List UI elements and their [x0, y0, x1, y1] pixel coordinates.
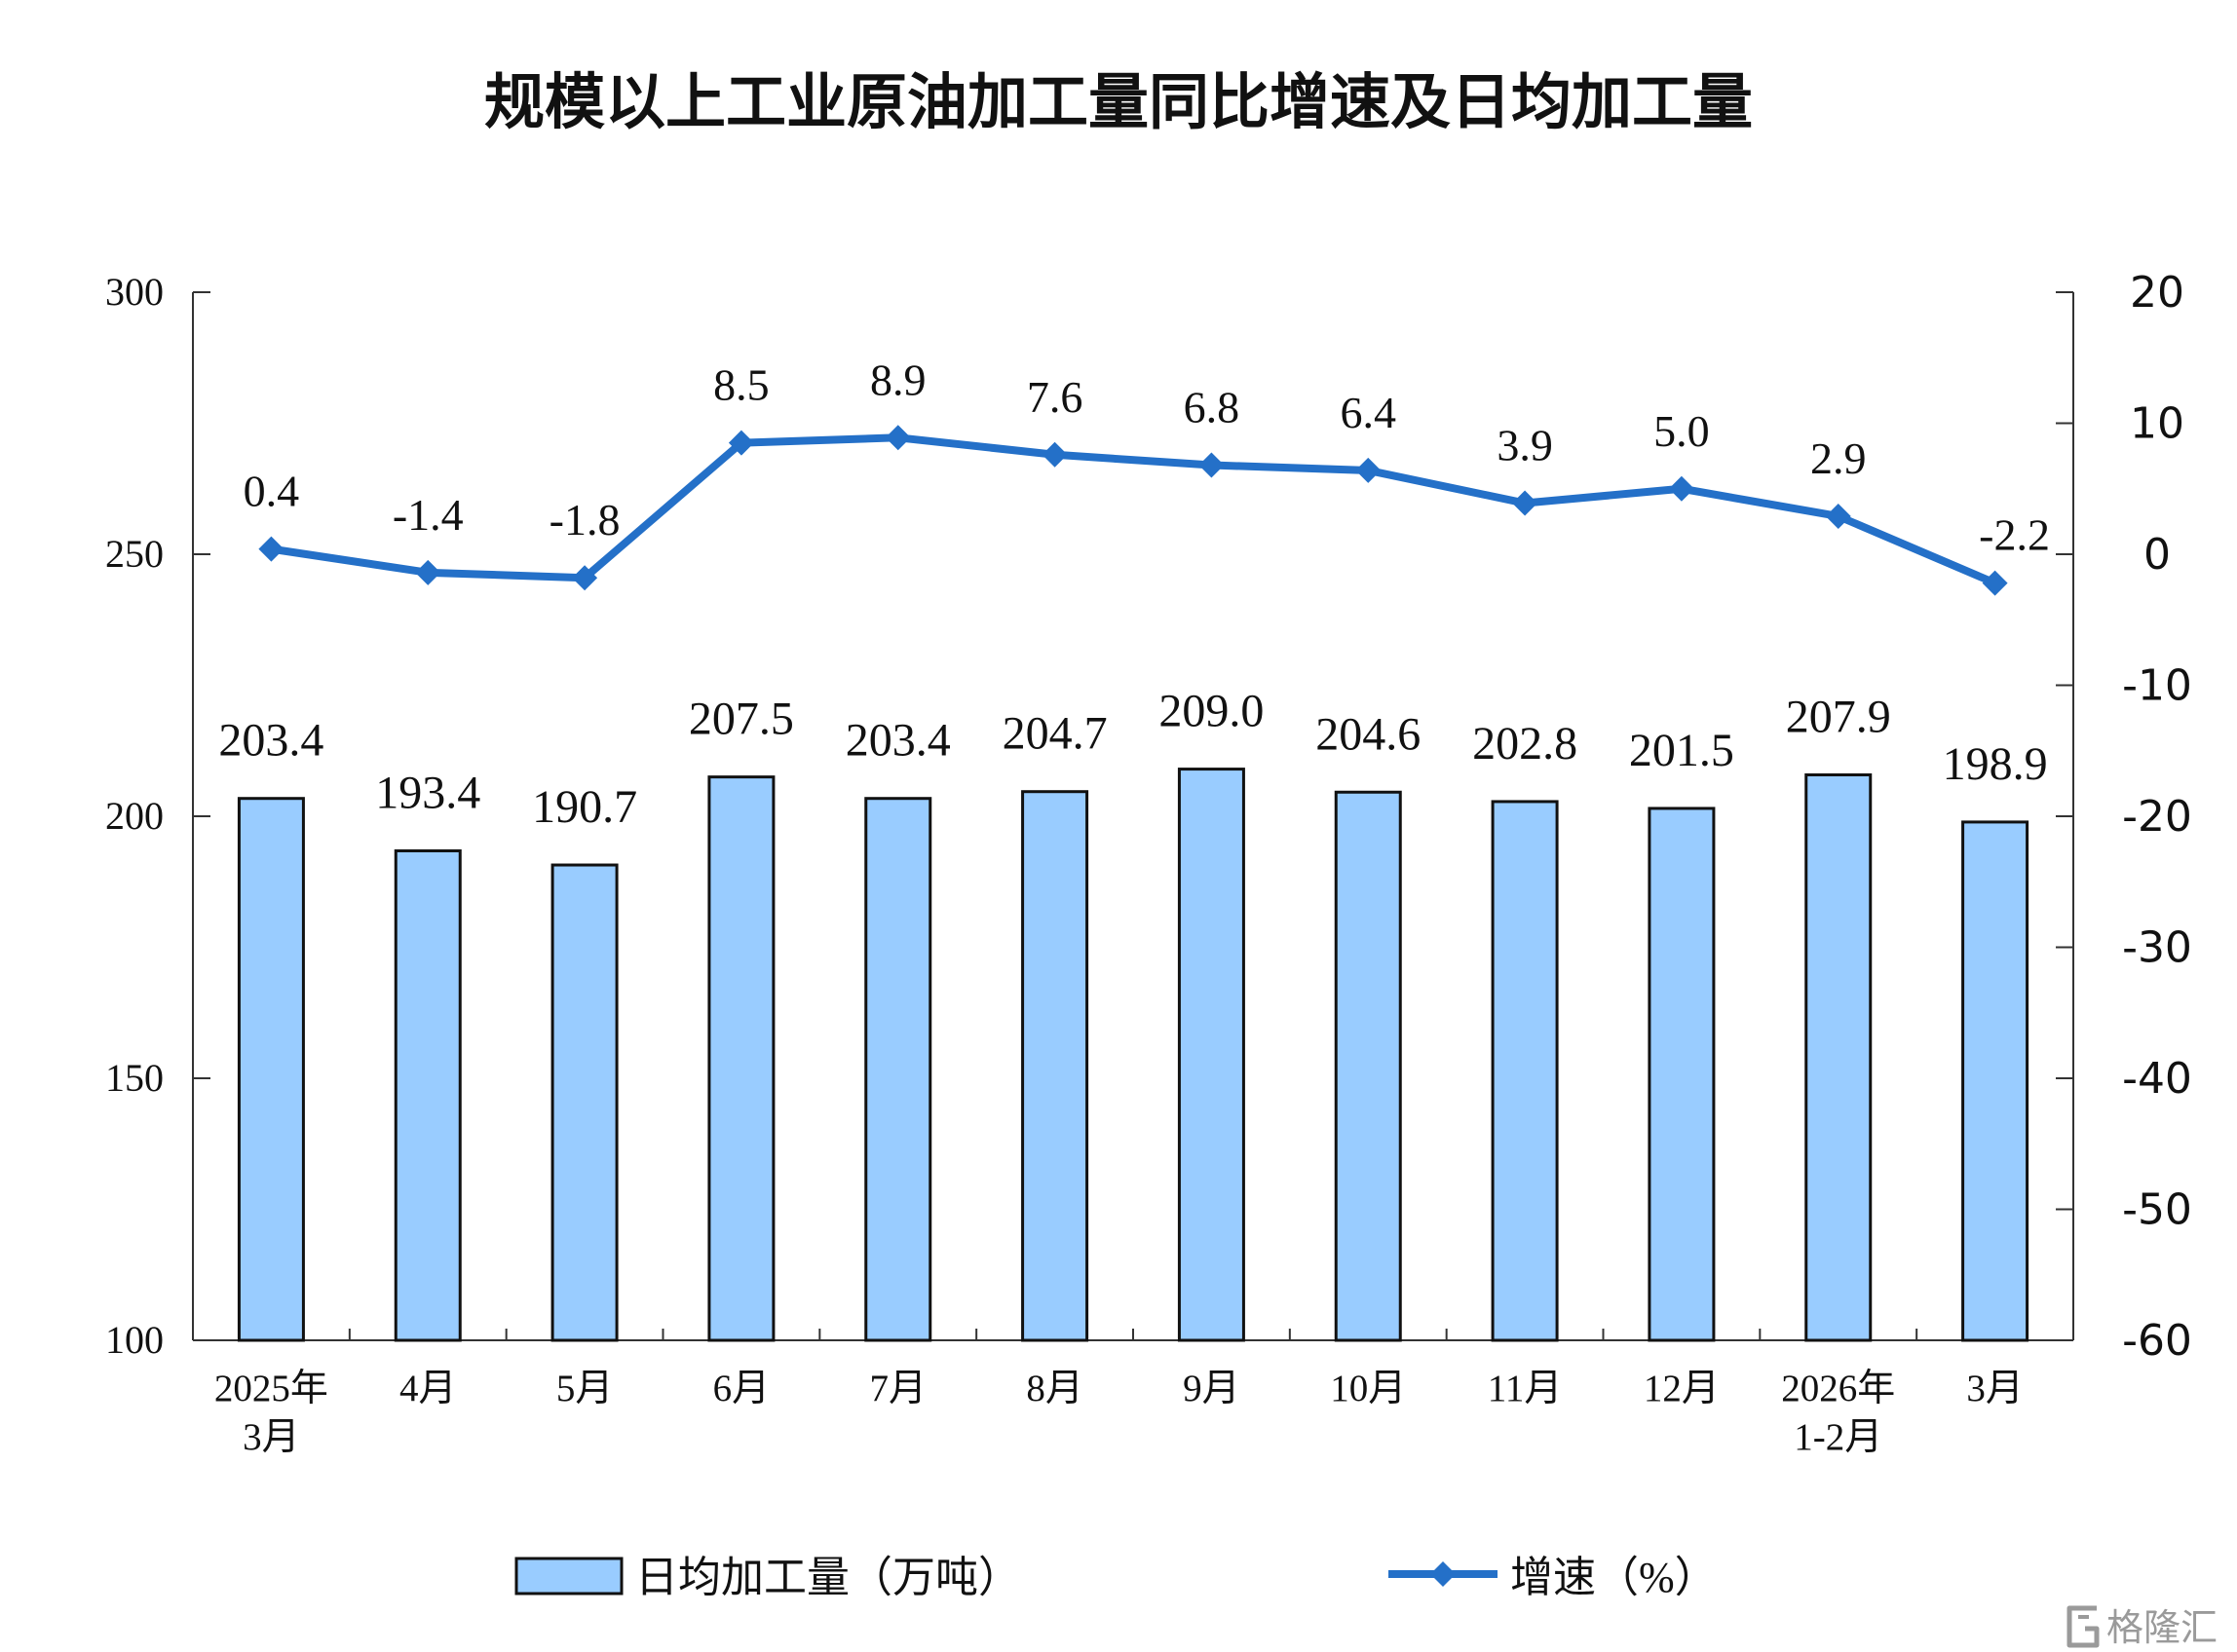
bars-layer: [237, 768, 2029, 1342]
line-layer: [258, 425, 2008, 596]
line-point: [1668, 475, 1694, 502]
bar: [1804, 772, 1873, 1342]
x-tick-label: 10月: [1330, 1368, 1406, 1409]
x-tick-label: 3月: [243, 1416, 300, 1458]
line-value-label: -2.2: [1979, 510, 2050, 560]
legend-swatch-bar: [514, 1557, 624, 1596]
y-right-tick-label: 20: [2130, 268, 2184, 318]
bar: [1961, 820, 2029, 1342]
y-left-tick-label: 150: [105, 1056, 164, 1100]
bar: [394, 849, 462, 1342]
y-right-tick-label: -20: [2122, 792, 2192, 842]
bar-value-label: 209.0: [1158, 686, 1264, 737]
chart-title: 规模以上工业原油加工量同比增速及日均加工量: [483, 66, 1753, 137]
bar: [707, 775, 776, 1342]
bar-value-label: 204.7: [1003, 708, 1108, 760]
line-value-label: -1.8: [550, 495, 621, 544]
growth-line: [270, 433, 1997, 587]
bar: [1648, 807, 1716, 1342]
labels-layer: 203.4 193.4 190.7 207.5 203.4 204.7 209.0 204.6…: [218, 355, 2050, 833]
line-point: [258, 536, 284, 562]
y-right-tick-label: 10: [2130, 399, 2184, 449]
line-value-label: 3.9: [1497, 421, 1553, 470]
bar: [550, 863, 619, 1342]
x-tick-label: 8月: [1026, 1368, 1083, 1409]
bar: [1334, 790, 1402, 1342]
gelonghui-logo-icon: [2066, 1605, 2100, 1648]
y-right-tick-label: -60: [2122, 1316, 2192, 1366]
line-point: [415, 559, 441, 585]
line-point: [885, 425, 911, 451]
y-right-tick-label: -40: [2122, 1054, 2192, 1104]
legend: 日均加工量（万吨） 增速（%）: [514, 1554, 1718, 1601]
y-left-tick-label: 200: [105, 794, 164, 838]
line-value-label: 2.9: [1810, 433, 1867, 483]
x-tick-label: 6月: [713, 1368, 771, 1409]
line-point: [572, 565, 598, 591]
x-tick-label: 1-2月: [1794, 1416, 1882, 1458]
legend-diamond-icon: [1430, 1561, 1456, 1587]
x-tick-label: 2025年: [214, 1368, 328, 1409]
bar-value-label: 204.6: [1315, 708, 1421, 760]
bar-value-label: 207.5: [689, 694, 794, 745]
line-point: [728, 430, 754, 456]
y-right-tick-label: 0: [2143, 530, 2171, 580]
bar: [237, 797, 305, 1342]
legend-label-bar: 日均加工量（万吨）: [635, 1554, 1021, 1601]
bar-value-label: 203.4: [218, 715, 323, 767]
x-tick-label: 12月: [1644, 1368, 1720, 1409]
y-left-tick-label: 300: [105, 270, 164, 314]
bar-value-label: 193.4: [375, 768, 480, 819]
y-right-tick-label: -10: [2122, 661, 2192, 711]
y-right-tick-label: -50: [2122, 1185, 2192, 1235]
line-point: [1355, 457, 1382, 483]
bar-value-label: 190.7: [532, 781, 637, 833]
line-point: [1042, 441, 1068, 468]
bar-value-label: 202.8: [1472, 718, 1577, 770]
x-tick-label: 7月: [869, 1368, 927, 1409]
line-point: [1512, 490, 1538, 516]
line-value-label: 6.4: [1341, 388, 1397, 437]
axes-layer: 100 150 200 250 300 -60 -50 -40 -30 -20 -10 0 10 20 20…: [105, 268, 2192, 1458]
line-point: [1198, 452, 1225, 478]
bar-value-label: 203.4: [846, 715, 951, 767]
y-left-tick-label: 100: [105, 1318, 164, 1362]
x-tick-label: 9月: [1183, 1368, 1240, 1409]
line-value-label: 5.0: [1653, 406, 1710, 456]
line-value-label: 8.9: [870, 355, 927, 404]
bar: [1491, 800, 1559, 1342]
line-value-label: 0.4: [244, 467, 300, 516]
x-tick-label: 11月: [1488, 1368, 1563, 1409]
line-value-label: -1.4: [393, 490, 464, 540]
line-point: [1982, 570, 2008, 596]
bar-value-label: 207.9: [1786, 691, 1891, 742]
bar: [864, 797, 932, 1342]
bar: [1021, 790, 1089, 1342]
line-value-label: 8.5: [713, 360, 770, 410]
x-tick-label: 5月: [556, 1368, 614, 1409]
bar-value-label: 198.9: [1943, 738, 2048, 790]
x-tick-label: 3月: [1966, 1368, 2024, 1409]
line-point: [1825, 503, 1851, 529]
bar: [1177, 768, 1245, 1342]
watermark: 格隆汇: [2066, 1605, 2218, 1649]
legend-label-line: 增速（%）: [1510, 1554, 1718, 1601]
bar-value-label: 201.5: [1629, 725, 1734, 776]
y-left-tick-label: 250: [105, 532, 164, 576]
x-tick-label: 2026年: [1781, 1368, 1895, 1409]
y-right-tick-label: -30: [2122, 923, 2192, 973]
x-tick-label: 4月: [399, 1368, 457, 1409]
watermark-text: 格隆汇: [2106, 1606, 2218, 1649]
line-value-label: 6.8: [1184, 383, 1240, 432]
line-value-label: 7.6: [1027, 372, 1083, 422]
